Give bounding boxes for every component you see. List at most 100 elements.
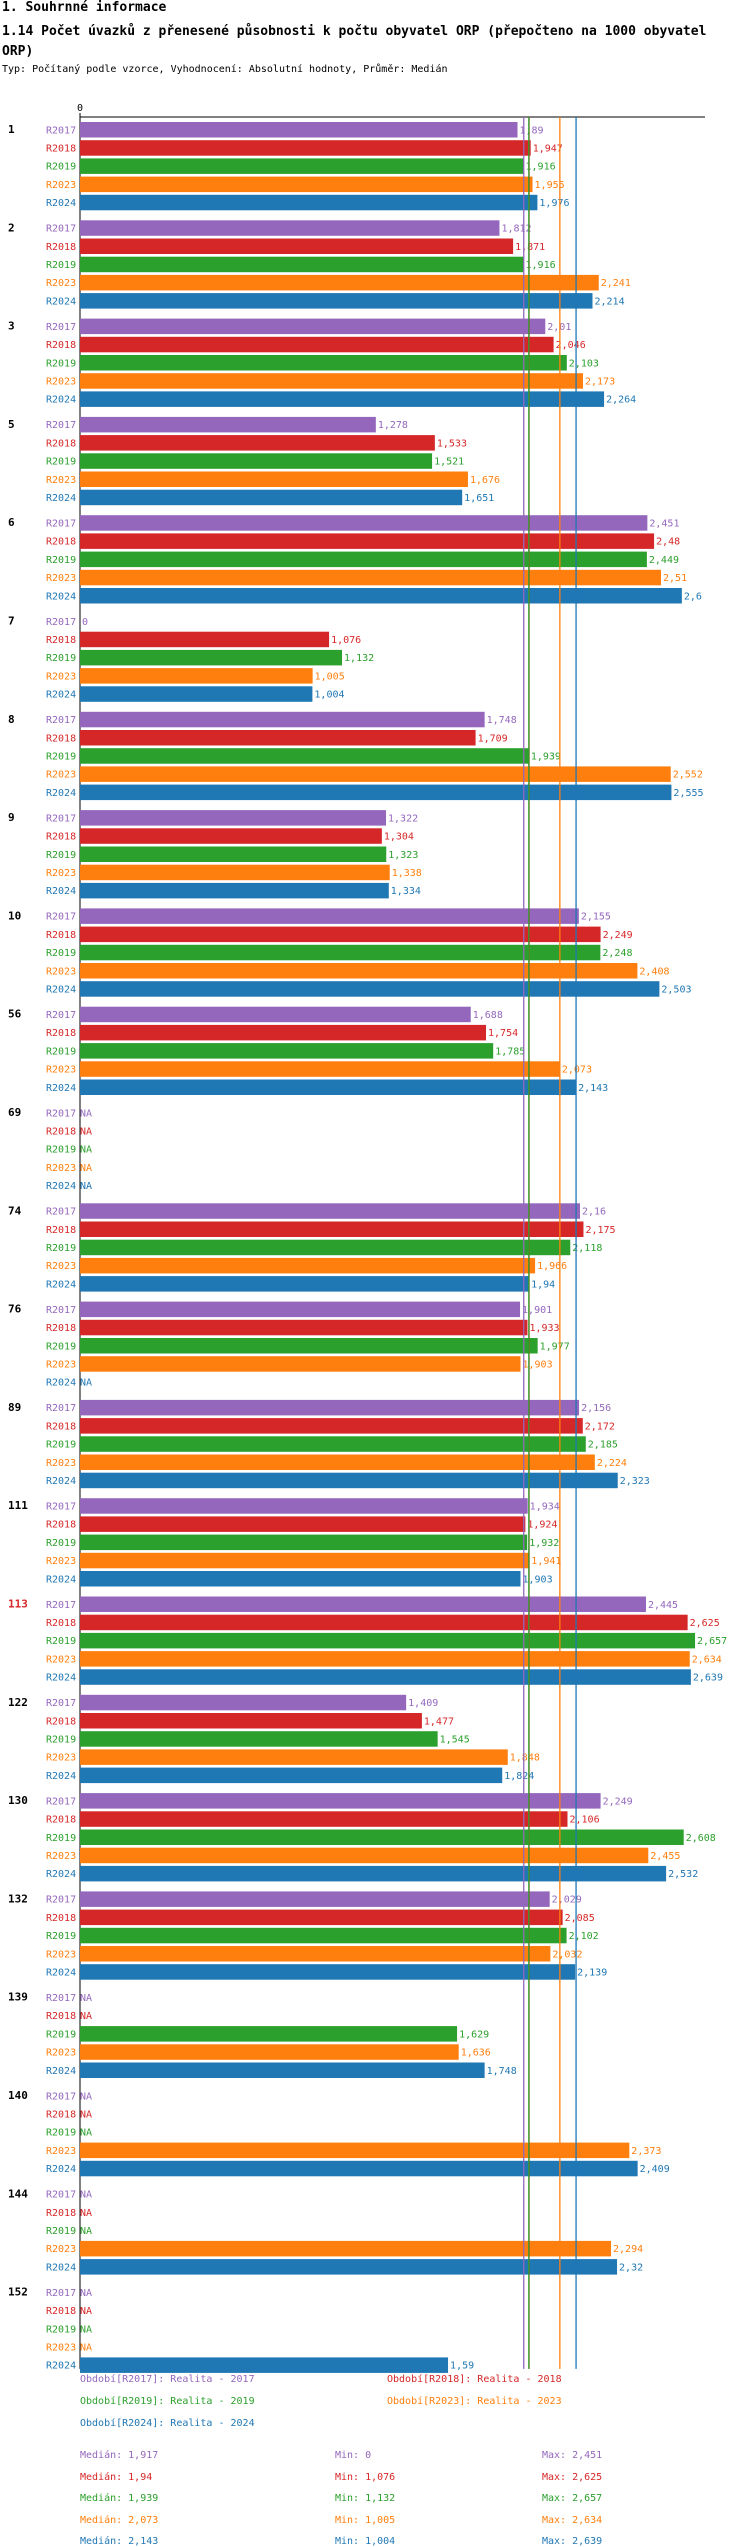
bar-value-label: 2,294 [613,2244,643,2255]
series-row-label: R2023 [46,1556,76,1567]
bar [80,1454,595,1470]
series-row-label: R2017 [46,1993,76,2004]
bar-value-label: 1,323 [388,850,418,861]
bar-value-label: 1,334 [391,886,421,897]
bar [80,1257,536,1274]
bar [80,122,518,138]
bar [80,2160,638,2177]
series-row-label: R2017 [46,1403,76,1414]
bar-value-label: 2,032 [552,1949,582,1960]
bar-value-label: 2,248 [602,948,632,959]
bar-value-label: NA [80,1108,92,1119]
series-row-label: R2024 [46,493,76,504]
bar [80,1731,438,1747]
series-row-label: R2018 [46,1126,76,1137]
series-row-label: R2019 [46,948,76,959]
series-row-label: R2019 [46,2029,76,2040]
bar [80,1767,503,1784]
series-row-label: R2019 [46,260,76,271]
group-label: 3 [8,320,15,333]
series-row-label: R2017 [46,2288,76,2299]
bar [80,471,468,487]
bar-value-label: 1,278 [378,420,408,431]
bar [80,846,387,862]
bar [80,373,584,389]
bar [80,1534,528,1551]
bar [80,2142,630,2159]
bar [80,810,387,826]
series-row-label: R2023 [46,671,76,682]
bar [80,686,313,702]
legend-item: Období[R2024]: Realita - 2024 [80,2418,255,2429]
series-row-label: R2019 [46,1145,76,1156]
series-row-label: R2017 [46,1305,76,1316]
series-row-label: R2024 [46,296,76,307]
series-row-label: R2017 [46,1501,76,1512]
bar [80,649,343,666]
bar-value-label: NA [80,2226,92,2237]
series-row-label: R2024 [46,395,76,406]
series-row-label: R2024 [46,886,76,897]
bar-value-label: 2,51 [663,573,687,584]
bar-value-label: 1,304 [384,832,414,843]
bar [80,194,538,211]
group-label: 2 [8,221,15,234]
bar [80,1865,667,1882]
series-row-label: R2019 [46,1931,76,1942]
group-label: 113 [8,1598,28,1611]
bar [80,533,655,549]
stat-min: Min: 1,004 [335,2536,396,2547]
bar [80,963,638,979]
bar-value-label: NA [80,2288,92,2299]
bar [80,1793,601,1809]
series-row-label: R2018 [46,2109,76,2120]
bar-value-label: 2,455 [650,1851,680,1862]
bar-value-label: 2,639 [693,1673,723,1684]
series-row-label: R2024 [46,1574,76,1585]
series-row-label: R2019 [46,2324,76,2335]
stat-max: Max: 2,625 [542,2471,603,2483]
bar [80,1669,691,1685]
series-row-label: R2024 [46,1083,76,1094]
bar [80,2357,449,2373]
series-row-label: R2024 [46,2164,76,2175]
bar-value-label: NA [80,2190,92,2201]
group-label: 130 [8,1794,28,1807]
bar [80,416,376,433]
series-row-label: R2019 [46,1833,76,1844]
series-row-label: R2019 [46,2128,76,2139]
bar-value-label: NA [80,2091,92,2102]
group-label: 69 [8,1106,21,1119]
series-row-label: R2023 [46,868,76,879]
legend-item: Období[R2019]: Realita - 2019 [80,2396,255,2407]
series-row-label: R2023 [46,2244,76,2255]
series-row-label: R2019 [46,555,76,566]
series-row-label: R2017 [46,1108,76,1119]
bar [80,220,500,236]
series-row-label: R2023 [46,2048,76,2059]
bar-value-label: 2,046 [556,340,586,351]
stat-median: Medián: 1,917 [80,2450,159,2461]
legend-item: Období[R2018]: Realita - 2018 [387,2374,562,2385]
bar [80,158,524,174]
bar-value-label: 2,085 [565,1913,595,1924]
bar-value-label: 2,029 [552,1895,582,1906]
series-row-label: R2024 [46,1378,76,1389]
group-label: 140 [8,2089,28,2102]
bar-value-label: 1,977 [540,1341,570,1352]
bar-value-label: 2,224 [597,1458,627,1469]
legend-item: Období[R2023]: Realita - 2023 [387,2396,562,2407]
series-row-label: R2024 [46,198,76,209]
bar [80,293,593,309]
stat-median: Medián: 2,073 [80,2514,159,2526]
series-row-label: R2023 [46,2342,76,2353]
bar-value-label: NA [80,2342,92,2353]
bar-value-label: 1,545 [440,1734,470,1745]
bar-value-label: 1,932 [529,1538,559,1549]
bar [80,140,531,156]
series-row-label: R2018 [46,2208,76,2219]
bar [80,1964,576,1980]
series-row-label: R2024 [46,1771,76,1782]
bar [80,1221,584,1237]
bar [80,1319,528,1336]
